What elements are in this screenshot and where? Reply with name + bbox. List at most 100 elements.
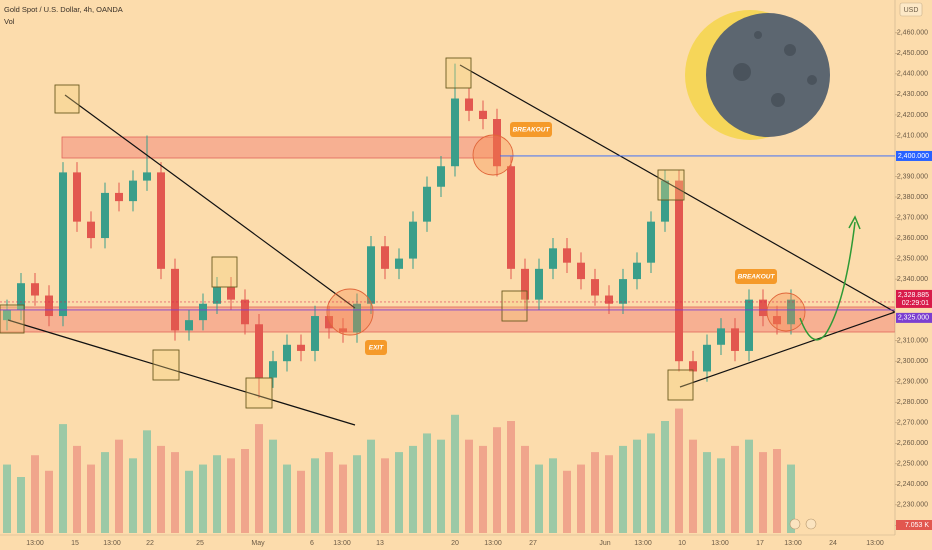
candle-body bbox=[129, 180, 137, 202]
crater bbox=[807, 75, 817, 85]
x-tick-label: 22 bbox=[146, 540, 154, 547]
candle-body bbox=[521, 268, 529, 300]
indicator-label: Vol bbox=[4, 17, 15, 26]
price-label: 2,325.000 bbox=[898, 315, 929, 322]
volume-bar bbox=[605, 455, 613, 533]
x-tick-label: 25 bbox=[196, 540, 204, 547]
x-tick-label: 13:00 bbox=[711, 540, 729, 547]
volume-bar bbox=[59, 424, 67, 533]
volume-bar bbox=[241, 449, 249, 533]
x-tick-label: 10 bbox=[678, 540, 686, 547]
volume-bar bbox=[787, 464, 795, 533]
volume-bar bbox=[563, 470, 571, 533]
pivot-box bbox=[152, 349, 180, 381]
volume-bar bbox=[451, 414, 459, 533]
crater bbox=[754, 31, 762, 39]
icon[interactable] bbox=[789, 518, 801, 530]
candle-body bbox=[731, 328, 739, 351]
volume-bar bbox=[549, 458, 557, 533]
candle-body bbox=[507, 166, 515, 269]
candle-body bbox=[31, 283, 39, 296]
x-tick-label: 13:00 bbox=[26, 540, 44, 547]
candle-body bbox=[689, 361, 697, 372]
candle-body bbox=[549, 248, 557, 269]
pivot-box bbox=[211, 256, 238, 288]
candles bbox=[3, 63, 795, 399]
volume-bar bbox=[465, 439, 473, 533]
volume-bar bbox=[353, 455, 361, 533]
pivot-box bbox=[445, 57, 472, 89]
currency[interactable]: USD bbox=[904, 7, 919, 14]
candle-body bbox=[787, 299, 795, 325]
volume-bar bbox=[409, 445, 417, 533]
volume-bar bbox=[213, 455, 221, 533]
x-tick-label: 17 bbox=[756, 540, 764, 547]
candle-body bbox=[199, 303, 207, 321]
moon bbox=[685, 10, 830, 140]
candle-body bbox=[283, 344, 291, 362]
volume-bar bbox=[283, 464, 291, 533]
trendline bbox=[7, 319, 356, 426]
volume-bar bbox=[367, 439, 375, 533]
volume-bar bbox=[199, 464, 207, 533]
drawings-back bbox=[0, 136, 896, 533]
y-tick-label: 2,450.000 bbox=[897, 50, 928, 57]
volume-bar bbox=[619, 445, 627, 533]
crater bbox=[771, 93, 785, 107]
volume-bar bbox=[325, 452, 333, 533]
volume-bar bbox=[773, 449, 781, 533]
x-tick-label: 6 bbox=[310, 540, 314, 547]
volume-bar bbox=[493, 427, 501, 533]
candle-body bbox=[563, 248, 571, 263]
candle-body bbox=[269, 361, 277, 378]
candle-body bbox=[45, 295, 53, 317]
candle-body bbox=[157, 172, 165, 269]
trendline bbox=[64, 94, 356, 309]
currency-button[interactable] bbox=[899, 2, 923, 17]
candle-body bbox=[395, 258, 403, 269]
highlight-circle bbox=[766, 292, 806, 332]
y-tick-label: 2,410.000 bbox=[897, 132, 928, 139]
volume-bar bbox=[437, 439, 445, 533]
volume-label-box bbox=[896, 520, 932, 530]
x-tick-label: May bbox=[251, 540, 265, 547]
y-tick-label: 2,430.000 bbox=[897, 91, 928, 98]
annotation-box bbox=[735, 269, 777, 284]
candle-body bbox=[143, 172, 151, 181]
price-label-box bbox=[896, 150, 932, 161]
volume-bar bbox=[703, 452, 711, 533]
volume-bar bbox=[339, 464, 347, 533]
candle-body bbox=[185, 320, 193, 331]
candle-body bbox=[675, 180, 683, 362]
candle-body bbox=[367, 246, 375, 304]
candle-body bbox=[381, 246, 389, 269]
price-label-box bbox=[896, 312, 932, 323]
y-tick-label: 2,230.000 bbox=[897, 502, 928, 509]
candle-body bbox=[661, 180, 669, 222]
volume-bar bbox=[423, 433, 431, 533]
icon[interactable] bbox=[805, 518, 817, 530]
y-tick-label: 2,440.000 bbox=[897, 71, 928, 78]
candle-body bbox=[773, 316, 781, 325]
x-tick-label: 27 bbox=[529, 540, 537, 547]
volume-bar bbox=[171, 452, 179, 533]
volume-bar bbox=[227, 458, 235, 533]
annotation-box bbox=[365, 340, 387, 355]
price-label: 2,400.000 bbox=[898, 153, 929, 160]
x-tick-label: 13:00 bbox=[634, 540, 652, 547]
y-tick-label: 2,250.000 bbox=[897, 461, 928, 468]
pivot-box bbox=[0, 304, 25, 334]
candle-body bbox=[703, 344, 711, 372]
volume-bar bbox=[3, 464, 11, 533]
candle-body bbox=[213, 287, 221, 304]
candle-body bbox=[59, 172, 67, 317]
y-tick-label: 2,240.000 bbox=[897, 481, 928, 488]
y-tick-label: 2,290.000 bbox=[897, 379, 928, 386]
annotation: EXIT bbox=[369, 345, 384, 352]
volume-bar bbox=[269, 439, 277, 533]
volume-bar bbox=[591, 452, 599, 533]
volume-bar bbox=[745, 439, 753, 533]
candle-body bbox=[535, 268, 543, 300]
volume-bar bbox=[633, 439, 641, 533]
